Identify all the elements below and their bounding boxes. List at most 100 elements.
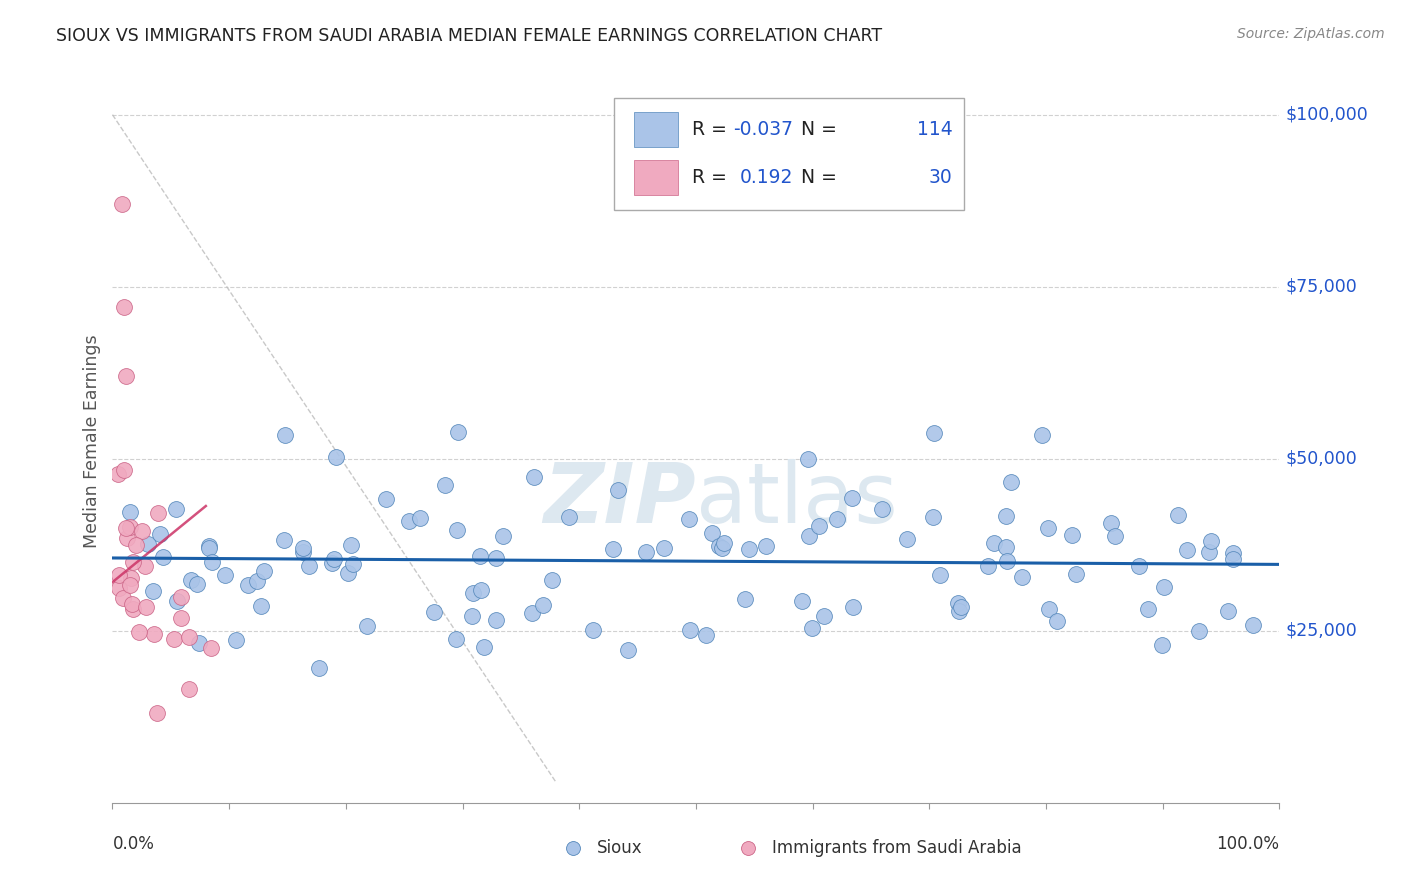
Text: -0.037: -0.037 [733, 120, 793, 139]
Text: $75,000: $75,000 [1285, 277, 1357, 296]
Point [179, 682, 201, 697]
Point [468, 549, 491, 564]
Point [523, 469, 546, 483]
Point [342, 557, 364, 571]
Point [841, 491, 863, 505]
FancyBboxPatch shape [614, 98, 965, 211]
Point [198, 539, 221, 553]
Text: SIOUX VS IMMIGRANTS FROM SAUDI ARABIA MEDIAN FEMALE EARNINGS CORRELATION CHART: SIOUX VS IMMIGRANTS FROM SAUDI ARABIA ME… [56, 27, 883, 45]
Point [485, 614, 508, 628]
Point [1060, 528, 1083, 542]
Point [702, 526, 724, 541]
Point [790, 594, 813, 608]
Point [531, 598, 554, 612]
Point [800, 621, 823, 635]
Point [398, 514, 420, 528]
Point [446, 523, 468, 537]
Text: 30: 30 [929, 169, 953, 187]
Point [111, 591, 134, 606]
Point [198, 541, 221, 555]
Point [1201, 533, 1223, 548]
Point [201, 555, 224, 569]
Point [950, 599, 973, 614]
Point [250, 599, 273, 614]
Point [813, 608, 835, 623]
Point [734, 592, 756, 607]
Point [995, 509, 1018, 524]
Point [444, 632, 467, 647]
Point [107, 582, 129, 596]
Text: $100,000: $100,000 [1285, 105, 1368, 124]
Point [274, 428, 297, 442]
Point [1038, 602, 1060, 616]
Point [170, 611, 193, 625]
Point [149, 526, 172, 541]
Point [447, 425, 470, 440]
Point [120, 571, 142, 585]
Point [118, 578, 141, 592]
Point [461, 586, 484, 600]
Point [374, 491, 396, 506]
Point [170, 590, 193, 604]
Point [842, 600, 865, 615]
Point [131, 524, 153, 538]
Point [1136, 601, 1159, 615]
Y-axis label: Median Female Earnings: Median Female Earnings [83, 334, 101, 549]
Point [616, 643, 638, 657]
Point [142, 584, 165, 599]
Point [461, 609, 484, 624]
Point [921, 509, 943, 524]
Point [994, 540, 1017, 554]
Point [634, 545, 657, 559]
Point [713, 536, 735, 550]
Point [115, 531, 138, 545]
Point [922, 426, 945, 441]
Point [121, 555, 143, 569]
Point [118, 519, 141, 533]
Point [755, 539, 778, 553]
Bar [634, 161, 679, 195]
Text: 0.0%: 0.0% [112, 835, 155, 854]
Point [273, 533, 295, 547]
Point [291, 541, 314, 555]
Point [797, 452, 820, 467]
Point [948, 604, 970, 618]
Point [115, 369, 138, 384]
Text: R =: R = [693, 120, 727, 139]
Point [214, 567, 236, 582]
Point [112, 462, 135, 476]
Point [187, 635, 209, 649]
Point [356, 619, 378, 633]
Point [423, 605, 446, 619]
Point [134, 559, 156, 574]
Point [166, 593, 188, 607]
Point [200, 640, 222, 655]
Point [1011, 569, 1033, 583]
Point [870, 502, 893, 516]
Point [557, 510, 579, 524]
Point [186, 576, 208, 591]
Point [291, 545, 314, 559]
Text: N =: N = [801, 120, 837, 139]
Point [1177, 543, 1199, 558]
Point [148, 506, 170, 520]
Text: Source: ZipAtlas.com: Source: ZipAtlas.com [1237, 27, 1385, 41]
Text: 100.0%: 100.0% [1216, 835, 1279, 854]
Point [977, 559, 1000, 574]
Point [679, 623, 702, 637]
Point [807, 518, 830, 533]
Point [995, 554, 1018, 568]
Point [1218, 604, 1240, 618]
Point [121, 597, 143, 611]
Bar [634, 112, 679, 147]
Text: ZIP: ZIP [543, 458, 696, 540]
Point [485, 551, 508, 566]
Text: atlas: atlas [696, 458, 897, 540]
Point [1046, 614, 1069, 628]
Point [179, 630, 201, 644]
Point [1198, 545, 1220, 559]
Point [322, 551, 344, 566]
Point [122, 602, 145, 616]
Point [928, 568, 950, 582]
Point [1031, 427, 1053, 442]
